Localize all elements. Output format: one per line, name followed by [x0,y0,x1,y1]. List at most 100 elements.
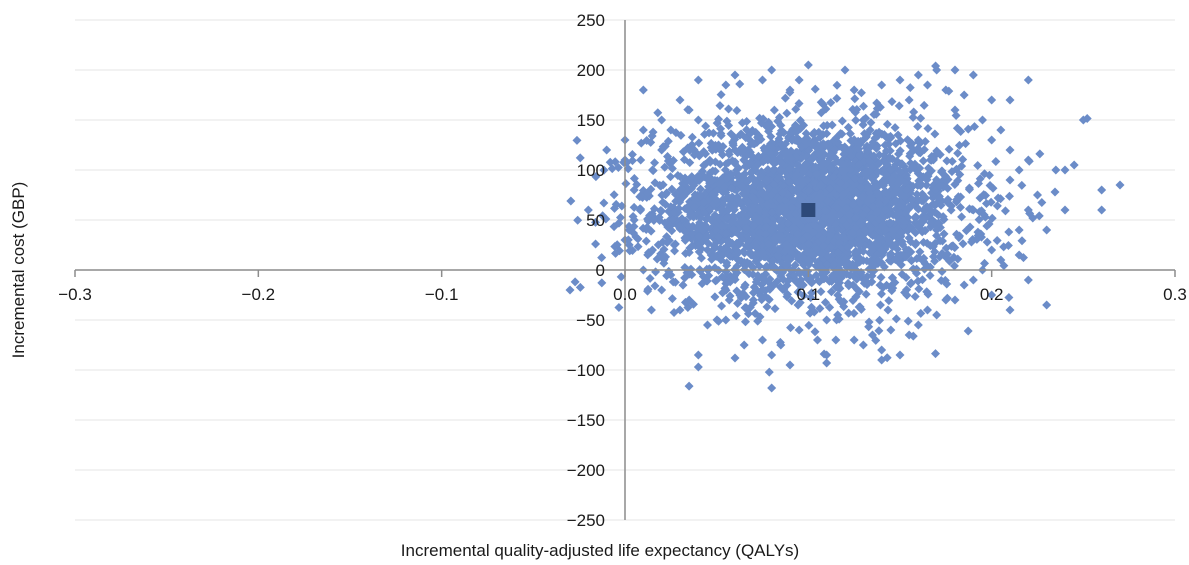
scatter-point-3352 [643,188,653,198]
scatter-point-3473 [1051,165,1061,175]
scatter-point-2939 [629,174,639,184]
scatter-point-3464 [913,320,923,330]
scatter-point-3311 [881,225,891,235]
scatter-point-3431 [1005,95,1015,105]
scatter-point-542 [1035,149,1045,159]
scatter-point-1543 [754,261,764,271]
scatter-point-2870 [685,145,695,155]
scatter-point-3171 [866,173,876,183]
scatter-point-3393 [850,173,860,183]
scatter-point-3133 [864,156,874,166]
scatter-point-3228 [890,123,900,133]
scatter-point-3209 [894,101,904,111]
scatter-point-3170 [872,167,882,177]
scatter-point-3416 [987,245,997,255]
scatter-point-3458 [822,350,832,360]
scatter-point-3122 [781,203,791,213]
scatter-point-3223 [700,220,710,230]
scatter-point-3235 [735,79,745,89]
scatter-point-3029 [727,183,737,193]
scatter-point-3285 [754,228,764,238]
scatter-point-2027 [711,276,721,286]
scatter-point-1571 [955,202,965,212]
scatter-point-3389 [778,188,788,198]
scatter-point-3339 [762,216,772,226]
scatter-point-3461 [877,345,887,355]
scatter-point-3021 [907,194,917,204]
scatter-point-3097 [575,153,585,163]
scatter-point-3360 [790,209,800,219]
scatter-point-1868 [903,316,913,326]
scatter-point-2965 [742,125,752,135]
scatter-point-3065 [649,215,659,225]
scatter-point-1649 [732,106,742,116]
scatter-point-3153 [847,228,857,238]
scatter-point-3443 [693,75,703,85]
scatter-point-3274 [700,129,710,139]
scatter-point-1886 [702,245,712,255]
scatter-point-2750 [862,256,872,266]
scatter-point-2429 [659,244,669,254]
scatter-point-3188 [869,151,879,161]
scatter-point-3055 [871,144,881,154]
scatter-point-2825 [882,280,892,290]
scatter-point-2767 [963,124,973,134]
scatter-point-3401 [785,85,795,95]
scatter-point-3466 [950,295,960,305]
scatter-point-3290 [591,239,601,249]
scatter-point-3354 [1004,292,1014,302]
scatter-point-3301 [782,152,792,162]
scatter-point-3436 [913,70,923,80]
scatter-point-3387 [906,278,916,288]
scatter-point-2290 [901,244,911,254]
scatter-point-2350 [837,129,847,139]
x-tick-label-6: 0.3 [1163,285,1187,304]
scatter-point-1566 [919,100,929,110]
scatter-point-587 [816,287,826,297]
scatter-point-2610 [826,287,836,297]
scatter-point-2642 [881,187,891,197]
y-tick-label-6: −50 [576,311,605,330]
scatter-point-742 [667,294,677,304]
scatter-point-2672 [826,98,836,108]
scatter-point-2776 [809,127,819,137]
scatter-point-3460 [858,340,868,350]
scatter-point-3417 [602,145,612,155]
scatter-point-2167 [891,314,901,324]
scatter-point-1194 [825,302,835,312]
scatter-point-3167 [868,202,878,212]
scatter-point-752 [643,286,653,296]
scatter-point-1916 [1004,191,1014,201]
scatter-point-3361 [732,194,742,204]
scatter-point-2902 [825,230,835,240]
scatter-point-3158 [786,146,796,156]
scatter-point-1323 [801,129,811,139]
scatter-point-3445 [657,115,667,125]
scatter-point-3425 [1097,185,1107,195]
scatter-point-3384 [843,243,853,253]
scatter-point-2996 [694,232,704,242]
scatter-point-2692 [992,235,1002,245]
scatter-point-2888 [804,186,814,196]
scatter-point-579 [819,121,829,131]
scatter-point-2937 [874,215,884,225]
scatter-point-3394 [844,146,854,156]
scatter-point-3420 [1023,155,1033,165]
scatter-point-3429 [1042,225,1052,235]
scatter-point-3023 [724,295,734,305]
scatter-point-3236 [893,208,903,218]
scatter-point-3134 [611,199,621,209]
scatter-point-2770 [926,166,936,176]
x-tick-label-4: 0.1 [797,285,821,304]
y-tick-label-10: −250 [567,511,605,530]
scatter-point-3411 [657,145,667,155]
scatter-point-3378 [842,220,852,230]
scatter-point-2107 [762,302,772,312]
scatter-point-3391 [910,292,920,302]
x-tick-label-1: −0.2 [242,285,276,304]
scatter-point-2019 [885,250,895,260]
scatter-point-3471 [1014,250,1024,260]
scatter-point-3267 [833,247,843,257]
scatter-point-2919 [789,196,799,206]
scatter-point-3490 [648,245,657,255]
